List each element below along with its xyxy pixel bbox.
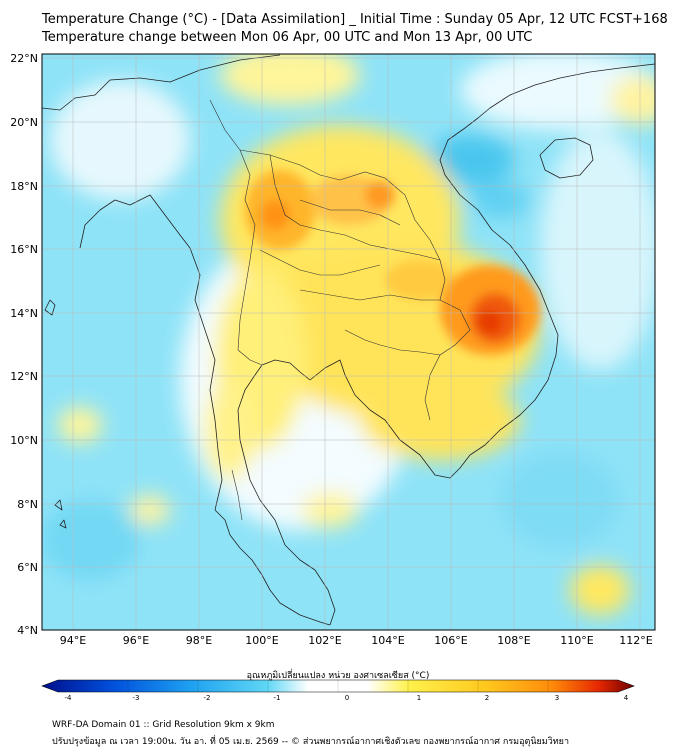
lat-label: 20°N <box>10 116 38 129</box>
lon-label: 94°E <box>60 634 86 647</box>
temperature-field <box>42 54 655 630</box>
country-borders <box>209 99 471 521</box>
lat-label: 6°N <box>17 561 38 574</box>
lon-label: 104°E <box>371 634 404 647</box>
lat-label: 10°N <box>10 434 38 447</box>
lon-label: 106°E <box>434 634 467 647</box>
lon-label: 96°E <box>123 634 149 647</box>
graticule <box>42 54 655 630</box>
coastlines <box>42 54 655 626</box>
lat-label: 18°N <box>10 180 38 193</box>
colorbar: -4 -3 -2 -1 0 1 2 3 4 <box>41 679 635 702</box>
lat-label: 8°N <box>17 498 38 511</box>
longitude-labels: 94°E 96°E 98°E 100°E 102°E 104°E 106°E 1… <box>60 634 653 647</box>
colorbar-tick: -1 <box>274 694 281 702</box>
colorbar-tick: -4 <box>65 694 73 702</box>
lat-label: 14°N <box>10 307 38 320</box>
colorbar-label: อุณหภูมิเปลี่ยนแปลง หน่วย องศาเซลเซียส (… <box>246 671 430 681</box>
lat-label: 12°N <box>10 370 38 383</box>
chart-subtitle: Temperature change between Mon 06 Apr, 0… <box>42 30 533 45</box>
colorbar-segments <box>127 680 549 692</box>
chart-title: Temperature Change (°C) - [Data Assimila… <box>42 12 668 27</box>
colorbar-tick: 0 <box>345 694 349 702</box>
map-frame <box>41 53 656 631</box>
lon-label: 112°E <box>619 634 652 647</box>
lat-label: 16°N <box>10 243 38 256</box>
colorbar-tick: 1 <box>417 694 421 702</box>
lon-label: 110°E <box>560 634 593 647</box>
lat-label: 22°N <box>10 52 38 65</box>
lon-label: 102°E <box>308 634 341 647</box>
footer-credit: ปรับปรุงข้อมูล ณ เวลา 19:00น. วัน อา. ที… <box>52 737 570 747</box>
lon-label: 100°E <box>245 634 278 647</box>
colorbar-tick: -2 <box>204 694 211 702</box>
colorbar-tick: 3 <box>555 694 559 702</box>
colorbar-gradient <box>41 679 635 693</box>
colorbar-ticks: -4 -3 -2 -1 0 1 2 3 4 <box>65 694 629 702</box>
colorbar-tick: -3 <box>133 694 140 702</box>
footer-model-info: WRF-DA Domain 01 :: Grid Resolution 9km … <box>52 720 275 730</box>
lat-label: 4°N <box>17 624 38 637</box>
lon-label: 108°E <box>497 634 530 647</box>
colorbar-tick: 4 <box>624 694 629 702</box>
lon-label: 98°E <box>186 634 212 647</box>
latitude-labels: 22°N 20°N 18°N 16°N 14°N 12°N 10°N 8°N 6… <box>10 52 38 637</box>
colorbar-tick: 2 <box>485 694 489 702</box>
